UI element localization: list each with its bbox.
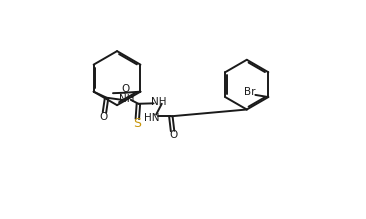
Text: HN: HN (143, 113, 159, 123)
Text: NH: NH (150, 97, 166, 107)
Text: NH: NH (119, 94, 134, 104)
Text: S: S (132, 117, 141, 130)
Text: Br: Br (243, 87, 255, 97)
Text: O: O (100, 112, 108, 122)
Text: O: O (169, 130, 178, 140)
Text: O: O (122, 84, 130, 94)
